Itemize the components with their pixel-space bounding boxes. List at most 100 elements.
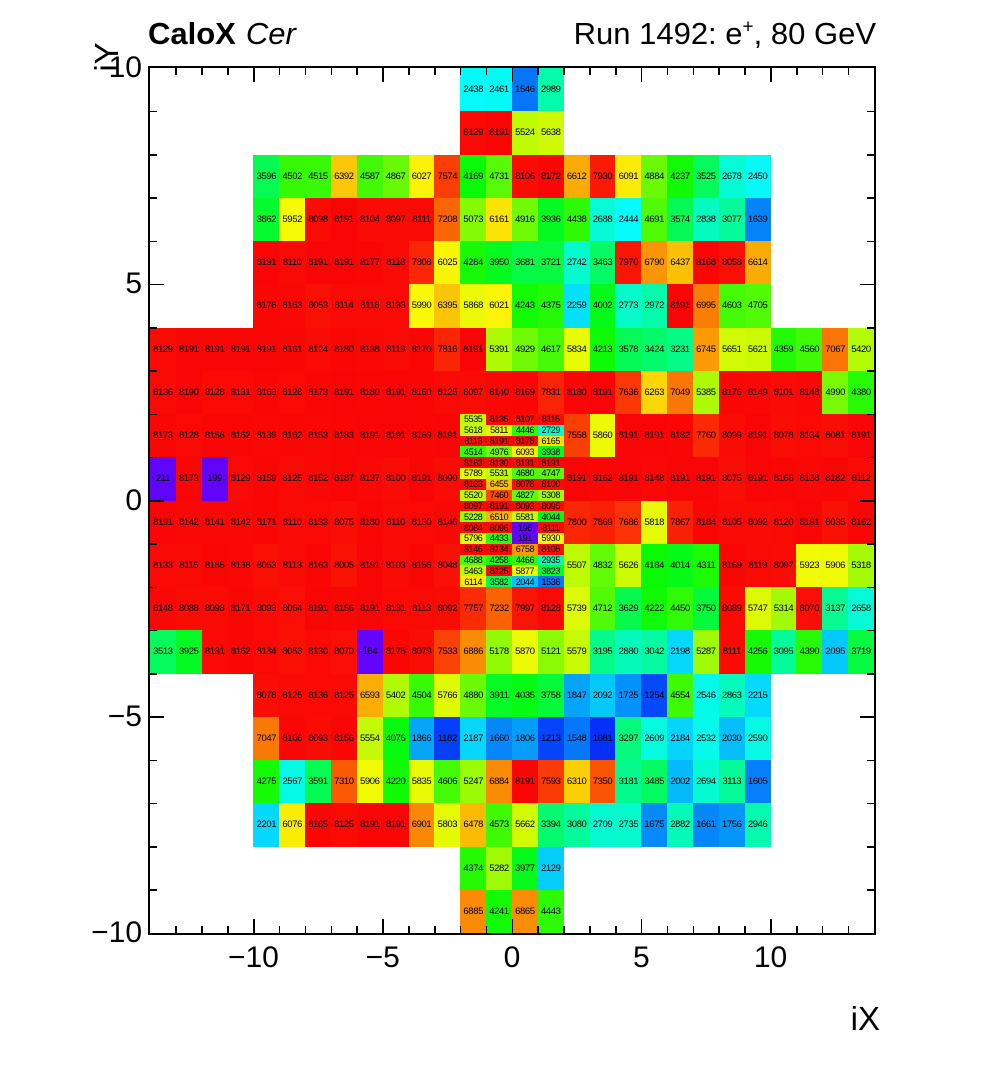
heatmap-cell: 8113: [279, 543, 306, 587]
heatmap-cell: 2678: [718, 154, 745, 198]
heatmap-cell: 5747: [744, 587, 771, 631]
heatmap-cell: 3911: [486, 673, 512, 717]
heatmap-cell: 2187: [460, 716, 487, 760]
heatmap-cell: 3578: [615, 327, 642, 371]
heatmap-cell: 8053: [253, 543, 280, 587]
heatmap-cell: 4617: [537, 327, 564, 371]
heatmap-cell: 8125: [279, 673, 306, 717]
heatmap-cell: 1725: [615, 673, 642, 717]
heatmap-cell: 8148: [641, 457, 668, 501]
heatmap-cell: 8191: [356, 803, 383, 847]
axis-tick: [614, 68, 617, 75]
heatmap-cell: 8113: [460, 435, 487, 447]
axis-tick: [795, 926, 798, 933]
heatmap-cell: 2838: [693, 197, 719, 241]
heatmap-cell: 4688: [460, 554, 487, 566]
heatmap-cell: 8162: [279, 414, 306, 458]
heatmap-cell: 2215: [744, 673, 771, 717]
heatmap-cell: 5789: [460, 468, 487, 479]
heatmap-cell: 8070: [796, 587, 823, 631]
heatmap-cell: 8115: [175, 543, 202, 587]
heatmap-cell: 8089: [718, 587, 745, 631]
axis-tick: [867, 154, 874, 156]
heatmap-cell: 2546: [693, 673, 719, 717]
heatmap-cell: 8093: [305, 716, 331, 760]
heatmap-cell: 8140: [486, 370, 512, 414]
heatmap-cell: 5121: [537, 630, 564, 674]
heatmap-cell: 5073: [460, 197, 487, 241]
heatmap-cell: 8191: [486, 500, 512, 512]
heatmap-cell: 5870: [512, 630, 538, 674]
heatmap-cell: 8163: [305, 543, 331, 587]
axis-tick: [252, 68, 255, 82]
heatmap-cell: 1548: [563, 716, 590, 760]
axis-tick: [150, 759, 157, 762]
heatmap-cell: 8130: [486, 457, 512, 469]
heatmap-cell: 4002: [589, 284, 616, 328]
heatmap-cell: 2863: [718, 673, 745, 717]
heatmap-cell: 5531: [486, 468, 512, 479]
heatmap-cell: 8133: [460, 478, 487, 490]
heatmap-cell: 1675: [641, 803, 668, 847]
heatmap-cell: 5308: [537, 489, 564, 501]
heatmap-cell: 3823: [537, 565, 564, 577]
heatmap-cell: 3582: [486, 576, 512, 587]
heatmap-cell: 4587: [356, 154, 383, 198]
heatmap-cell: 4311: [693, 543, 719, 587]
y-tick-label: −5: [107, 699, 142, 733]
axis-tick: [150, 629, 157, 632]
heatmap-cell: 5391: [486, 327, 512, 371]
heatmap-cell: 8048: [434, 543, 461, 587]
heatmap-cell: 3681: [512, 241, 538, 285]
heatmap-cell: 8178: [512, 435, 538, 447]
heatmap-cell: 5906: [822, 543, 849, 587]
heatmap-cell: 8118: [356, 284, 383, 328]
heatmap-cell: 3113: [718, 760, 745, 804]
heatmap-cell: 8120: [770, 500, 797, 544]
heatmap-cell: 6392: [331, 154, 357, 198]
heatmap-cell: 3394: [537, 803, 564, 847]
heatmap-cell: 3719: [848, 630, 874, 674]
heatmap-cell: 8133: [382, 284, 409, 328]
heatmap-cell: 8191: [382, 414, 409, 458]
heatmap-cell: 3181: [615, 760, 642, 804]
axis-tick: [382, 919, 384, 933]
heatmap-cell: 8129: [150, 327, 176, 371]
axis-tick: [867, 802, 874, 805]
heatmap-cell: 1536: [537, 576, 564, 587]
axis-tick: [459, 68, 462, 75]
heatmap-cell: 8191: [848, 414, 874, 458]
heatmap-cell: 8134: [253, 630, 280, 674]
heatmap-cell: 3513: [150, 630, 176, 674]
heatmap-cell: 5520: [460, 489, 487, 501]
heatmap-cell: 3862: [253, 197, 280, 241]
axis-tick: [278, 68, 281, 75]
heatmap-cell: 4375: [537, 284, 564, 328]
heatmap-cell: 8078: [512, 478, 538, 490]
heatmap-cell: 1806: [512, 716, 538, 760]
heatmap-cell: 8053: [305, 284, 331, 328]
axis-tick: [867, 673, 874, 675]
heatmap-cell: 4880: [460, 673, 487, 717]
heatmap-cell: 8118: [382, 241, 409, 285]
heatmap-cell: 8191: [382, 370, 409, 414]
axis-tick: [666, 926, 669, 933]
plot-title-italic: Cer: [245, 16, 296, 51]
heatmap-cell: 8098: [201, 587, 228, 631]
heatmap-cell: 4747: [537, 468, 564, 479]
heatmap-cell: 5178: [486, 630, 512, 674]
heatmap-cell: 7997: [512, 587, 538, 631]
heatmap-cell: 8084: [460, 522, 487, 533]
heatmap-cell: 8135: [486, 414, 512, 425]
axis-tick: [867, 586, 874, 589]
heatmap-cell: 8169: [718, 543, 745, 587]
heatmap-cell: 2461: [486, 68, 512, 112]
heatmap-cell: 6995: [693, 284, 719, 328]
y-tick-label: 0: [125, 483, 142, 517]
heatmap-cell: 8078: [253, 673, 280, 717]
axis-tick: [252, 919, 255, 933]
axis-tick: [408, 926, 410, 933]
heatmap-cell: 8191: [486, 111, 512, 155]
axis-tick: [433, 68, 436, 75]
heatmap-cell: 5314: [770, 587, 797, 631]
